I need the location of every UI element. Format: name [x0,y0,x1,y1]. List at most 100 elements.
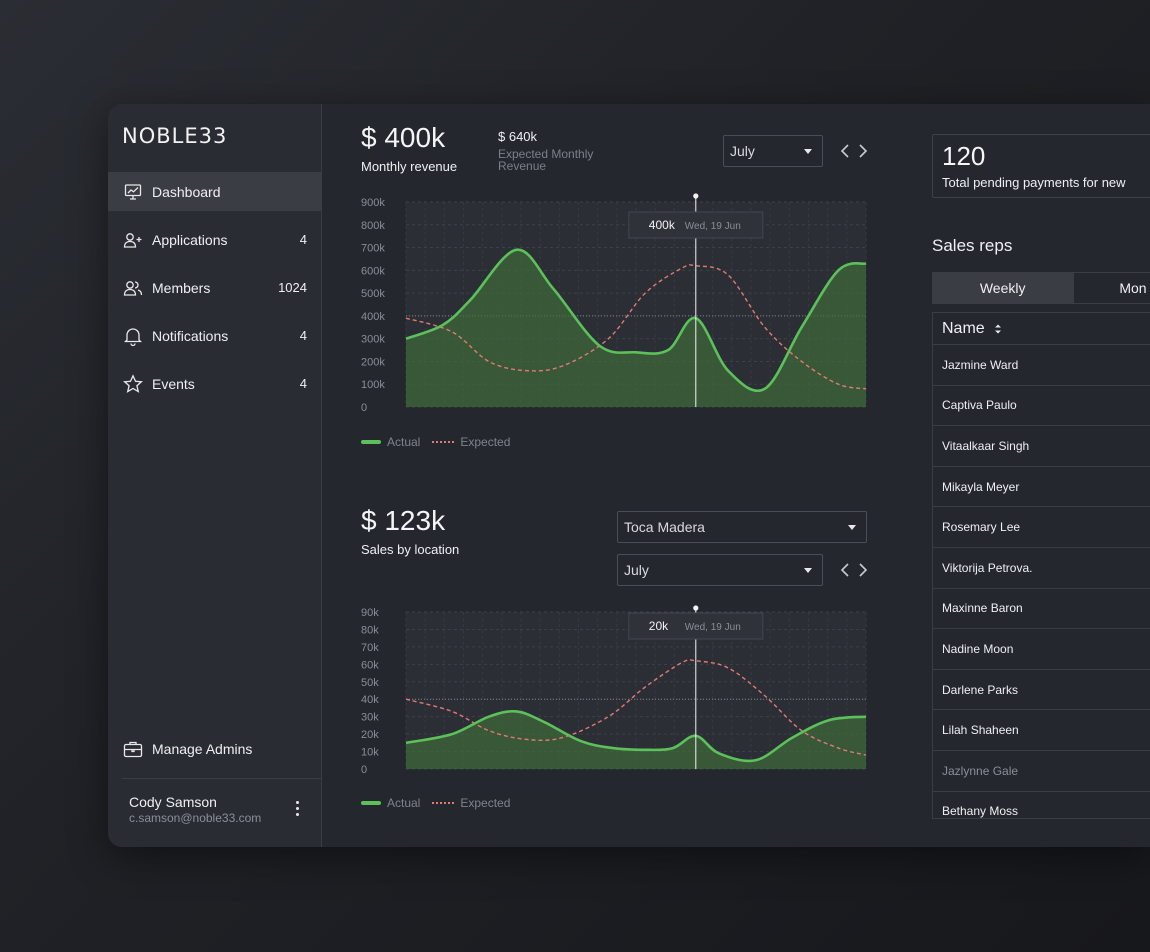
sidebar-item-events[interactable]: Events 4 [108,364,322,403]
y-tick-label: 400k [361,311,385,323]
legend-actual: Actual [387,435,421,449]
venue-select[interactable]: Toca Madera [617,511,867,543]
add-user-icon [123,230,143,250]
name-column-header[interactable]: Name [933,313,1150,345]
table-row[interactable]: Darlene Parks [933,670,1150,711]
sidebar-item-members[interactable]: Members 1024 [108,268,322,307]
bell-icon [123,326,143,346]
tab-weekly[interactable]: Weekly [932,272,1074,304]
sales-reps-title: Sales reps [932,236,1013,255]
actual-area [406,711,866,769]
sidebar-item-label: Events [152,375,195,392]
table-row[interactable]: Vitaalkaar Singh [933,426,1150,467]
y-tick-label: 0 [361,402,367,414]
pending-count: 120 [942,141,986,171]
table-row[interactable]: Maxinne Baron [933,589,1150,630]
y-tick-label: 10k [361,747,379,759]
star-icon [123,373,143,394]
table-row[interactable]: Rosemary Lee [933,507,1150,548]
y-tick-label: 500k [361,288,385,300]
y-tick-label: 200k [361,356,385,368]
tooltip-box [628,211,764,239]
location-month-select[interactable]: July [617,554,823,586]
expected-swatch [432,802,455,804]
revenue-value: $ 400k [361,122,446,153]
tooltip-date: Wed, 19 Jun [685,622,741,633]
y-tick-label: 70k [361,642,379,654]
revenue-label: Monthly revenue [361,159,458,174]
chevron-left-icon[interactable] [838,561,852,579]
events-count: 4 [299,376,307,391]
expected-line [405,264,867,390]
tab-monthly[interactable]: Mon [1073,272,1150,304]
sidebar-item-label: Applications [152,231,228,248]
y-tick-label: 300k [361,334,385,346]
location-value: $ 123k [361,505,446,536]
legend-expected: Expected [460,435,511,449]
sidebar-item-notifications[interactable]: Notifications 4 [108,316,322,355]
user-email: c.samson@noble33.com [129,811,262,825]
table-row[interactable]: Lilah Shaheen [933,710,1150,751]
location-label: Sales by location [361,542,460,557]
sidebar-item-label: Notifications [152,327,229,344]
y-tick-label: 60k [361,659,379,671]
sidebar-divider [122,778,322,779]
y-tick-label: 900k [361,197,385,209]
y-tick-label: 100k [361,379,385,391]
table-row[interactable]: Jazlynne Gale [933,751,1150,792]
revenue-legend: Actual Expected [361,435,510,449]
actual-line [405,709,867,763]
table-row[interactable]: Mikayla Meyer [933,467,1150,508]
period-tabs: Weekly Mon [932,272,1150,304]
sidebar-item-manage-admins[interactable]: Manage Admins [108,729,322,768]
tooltip-date: Wed, 19 Jun [685,221,741,232]
actual-area [406,249,866,407]
expected-swatch [432,441,455,443]
table-row[interactable]: Viktorija Petrova. [933,548,1150,589]
revenue-chart: 0 100k 200k 300k 400k 500k 600k 700k 800k 900k 400… [361,193,867,414]
y-tick-label: 30k [361,712,379,724]
location-chart: 0 10k 20k 30k 40k 50k 60k 70k 80k 90k 20k Wed, 19 J… [361,605,867,776]
y-tick-label: 0 [361,764,367,776]
table-row[interactable]: Nadine Moon [933,629,1150,670]
chevron-right-icon[interactable] [856,561,870,579]
marker-dot [693,193,699,199]
table-row[interactable]: Jazmine Ward [933,345,1150,386]
sidebar-item-label: Manage Admins [152,740,253,757]
revenue-month-select[interactable]: July [723,135,823,167]
y-tick-label: 800k [361,220,385,232]
sidebar-item-dashboard[interactable]: Dashboard [108,172,322,211]
chevron-down-icon [804,149,812,154]
chevron-left-icon[interactable] [838,142,852,160]
brand-logo[interactable]: NOBLE33 [122,124,228,148]
sidebar: NOBLE33 Dashboard Applications 4 [108,104,322,847]
legend-expected: Expected [460,796,511,810]
location-month-value: July [624,562,649,578]
sort-icon[interactable] [991,322,1005,336]
expected-revenue-label-2: Revenue [498,159,547,173]
sidebar-item-applications[interactable]: Applications 4 [108,220,322,259]
notifications-count: 4 [299,328,307,343]
y-tick-label: 80k [361,624,379,636]
venue-value: Toca Madera [624,519,705,535]
legend-actual: Actual [387,796,421,810]
user-menu-icon[interactable] [294,801,300,819]
chevron-right-icon[interactable] [856,142,870,160]
table-row[interactable]: Bethany Moss [933,792,1150,818]
table-row[interactable]: Captiva Paulo [933,386,1150,427]
members-count: 1024 [278,280,307,295]
users-icon [123,278,143,298]
sales-reps-table: Name Jazmine Ward Captiva Paulo Vitaalka… [932,312,1150,819]
chevron-down-icon [804,568,812,573]
y-tick-label: 20k [361,729,379,741]
tooltip-box [628,612,764,640]
y-tick-label: 90k [361,607,379,619]
briefcase-icon [123,739,143,759]
actual-line [405,248,867,392]
y-tick-label: 600k [361,265,385,277]
y-tick-label: 40k [361,694,379,706]
marker-dot [693,605,699,611]
app-window: NOBLE33 Dashboard Applications 4 [108,104,1150,847]
applications-count: 4 [299,232,307,247]
column-label: Name [942,319,985,337]
